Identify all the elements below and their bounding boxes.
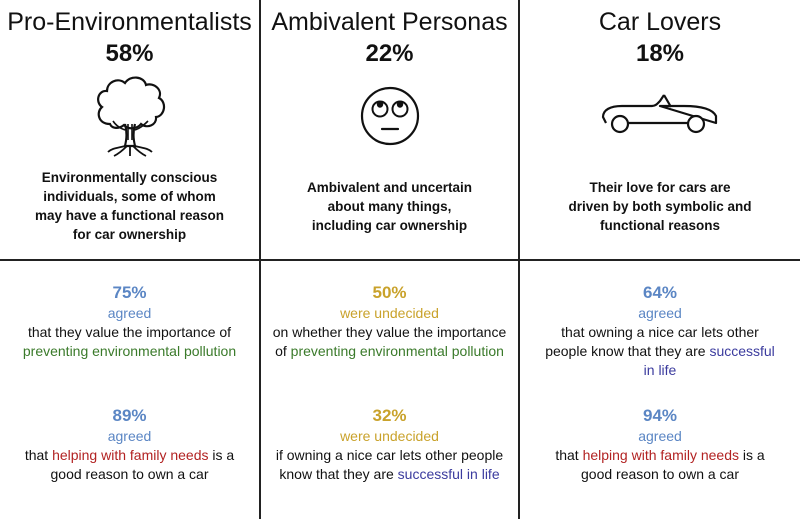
convertible-car-icon — [601, 94, 718, 134]
stat-block: 75% agreed that they value the importanc… — [0, 282, 259, 361]
stat-block: 94% agreed that helping with family need… — [520, 405, 800, 484]
persona-percent: 58% — [105, 40, 154, 67]
stat-label: were undecided — [340, 305, 439, 321]
stat-block: 89% agreed that helping with family need… — [0, 405, 259, 484]
stat-percent: 89% — [112, 406, 147, 425]
stat-percent: 94% — [642, 406, 678, 425]
persona-ambivalent: Ambivalent Personas 22% Ambivalent and u… — [261, 0, 518, 519]
stat-text: that helping with family needs is a good… — [24, 447, 235, 482]
persona-car-lovers: Car Lovers 18% Their love for cars are d… — [520, 0, 800, 519]
stat-label: agreed — [638, 305, 682, 321]
stat-label: agreed — [107, 305, 152, 321]
stat-text: that helping with family needs is a good… — [555, 447, 765, 482]
stat-label: agreed — [107, 428, 152, 444]
stat-label: agreed — [638, 428, 682, 444]
row-divider — [0, 259, 800, 261]
persona-title: Ambivalent Personas — [271, 8, 508, 36]
tree-icon — [96, 76, 165, 157]
rolling-eyes-face-icon — [360, 86, 419, 146]
stat-percent: 50% — [372, 283, 407, 302]
persona-percent: 18% — [635, 40, 685, 67]
stat-text: on whether they value the importance of … — [272, 324, 507, 359]
stat-text: that owning a nice car lets other people… — [545, 324, 775, 378]
stat-text: that they value the importance of preven… — [22, 324, 237, 359]
persona-title: Car Lovers — [598, 8, 722, 36]
persona-description: Ambivalent and uncertain about many thin… — [306, 180, 473, 233]
stat-label: were undecided — [340, 428, 439, 444]
stat-percent: 32% — [372, 406, 407, 425]
persona-pro-environmentalists: Pro-Environmentalists 58% Environmentall… — [0, 0, 259, 519]
stat-percent: 64% — [642, 283, 678, 302]
stat-block: 64% agreed that owning a nice car lets o… — [520, 282, 800, 380]
stat-block: 32% were undecided if owning a nice car … — [261, 405, 518, 484]
persona-description: Their love for cars are driven by both s… — [568, 180, 752, 233]
persona-description: Environmentally conscious individuals, s… — [34, 170, 225, 242]
stat-block: 50% were undecided on whether they value… — [261, 282, 518, 361]
persona-title: Pro-Environmentalists — [7, 8, 252, 36]
stat-text: if owning a nice car lets other people k… — [275, 447, 504, 482]
persona-percent: 22% — [365, 40, 414, 67]
stat-percent: 75% — [112, 283, 147, 302]
